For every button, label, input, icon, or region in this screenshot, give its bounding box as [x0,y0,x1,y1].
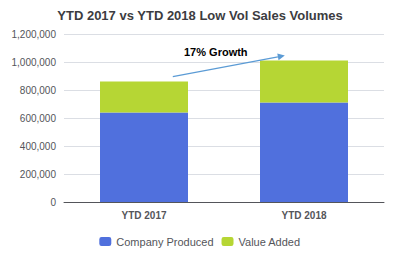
svg-text:800,000: 800,000 [20,85,57,96]
svg-text:1,200,000: 1,200,000 [12,29,57,40]
svg-text:400,000: 400,000 [20,141,57,152]
svg-text:600,000: 600,000 [20,113,57,124]
svg-text:Value Added: Value Added [239,236,301,248]
svg-text:200,000: 200,000 [20,169,57,180]
svg-text:17% Growth: 17% Growth [184,46,248,58]
svg-text:Company Produced: Company Produced [116,236,213,248]
svg-text:YTD 2018: YTD 2018 [281,210,326,221]
svg-text:1,000,000: 1,000,000 [12,57,57,68]
svg-text:0: 0 [50,197,56,208]
svg-text:YTD 2017 vs YTD 2018 Low Vol S: YTD 2017 vs YTD 2018 Low Vol Sales Volum… [57,8,342,23]
svg-text:YTD 2017: YTD 2017 [121,210,166,221]
